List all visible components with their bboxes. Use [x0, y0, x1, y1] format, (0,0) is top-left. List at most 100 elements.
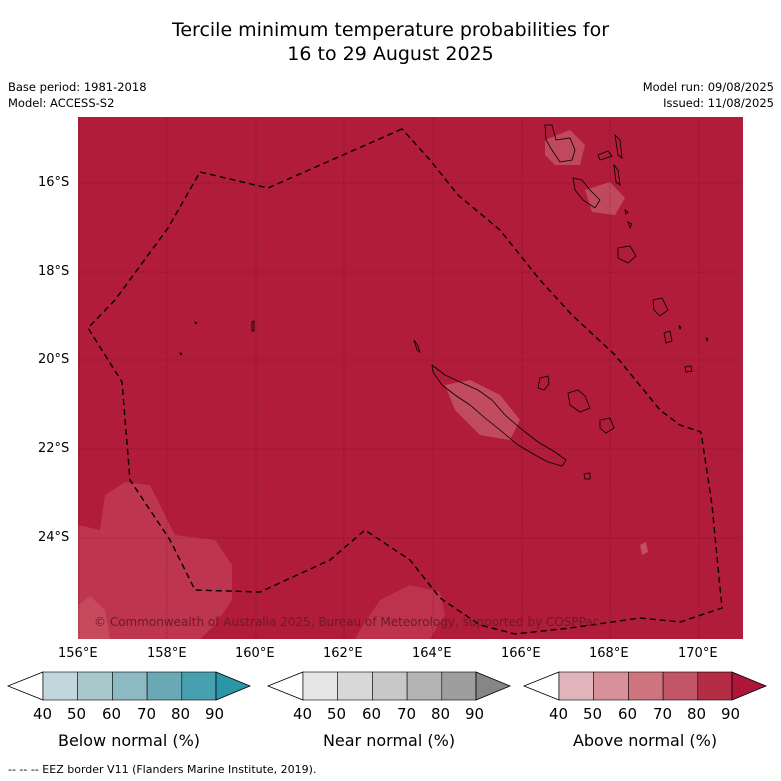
map-title: Tercile minimum temperature probabilitie…: [0, 18, 781, 66]
meta-left: Base period: 1981-2018 Model: ACCESS-S2: [8, 79, 147, 111]
probability-patch-vanuatu-mid: [585, 182, 625, 215]
colorbar-below-min-arrow: [6, 671, 44, 701]
probability-patch-vanuatu-north: [545, 130, 585, 165]
colorbar-below-segment-4: [146, 671, 183, 701]
colorbar-above: [522, 671, 768, 701]
colorbar-near-min-arrow: [266, 671, 304, 701]
colorbar-near-segment-5: [441, 671, 477, 701]
cbar-below-tick: 60: [102, 705, 122, 723]
gridlines: [78, 117, 743, 639]
cbar-near-tick: 40: [293, 705, 313, 723]
small-islet-1: [624, 209, 629, 215]
small-islet-4: [705, 337, 709, 343]
title-line-1: Tercile minimum temperature probabilitie…: [171, 19, 610, 41]
copyright-notice: © Commonwealth of Australia 2025, Bureau…: [94, 615, 599, 629]
mare-island: [599, 417, 615, 434]
small-reef-2: [179, 352, 183, 356]
colorbar-above-min-arrow: [522, 671, 560, 701]
lon-label-156e: 156°E: [58, 646, 98, 661]
small-islet-3: [678, 325, 682, 331]
colorbar-above-segment-4: [662, 671, 699, 701]
maewo-island: [614, 133, 623, 159]
colorbar-above-segment-3: [628, 671, 664, 701]
eez-legend-footer: -- -- -- EEZ border V11 (Flanders Marine…: [8, 763, 317, 776]
cbar-near-tick: 80: [431, 705, 451, 723]
map-frame: © Commonwealth of Australia 2025, Bureau…: [78, 117, 743, 639]
probability-patch-south-center: [355, 585, 445, 639]
isle-of-pines: [583, 472, 591, 480]
new-caledonia-island: [431, 364, 567, 467]
lat-label-24s: 24°S: [38, 530, 70, 545]
meta-right: Model run: 09/08/2025 Issued: 11/08/2025: [643, 79, 774, 111]
title-line-2: 16 to 29 August 2025: [287, 43, 494, 65]
colorbar-near-label: Near normal (%): [322, 731, 456, 750]
ouvea-island: [537, 375, 550, 391]
probability-patch-small: [640, 542, 648, 555]
erromango-island: [652, 297, 669, 317]
lat-label-18s: 18°S: [38, 264, 70, 279]
cbar-near-tick: 60: [362, 705, 382, 723]
colorbar-near: [266, 671, 512, 701]
lon-label-160e: 160°E: [235, 646, 275, 661]
colorbar-below-segment-5: [181, 671, 217, 701]
colorbar-near-segment-1: [302, 671, 339, 701]
lon-label-166e: 166°E: [501, 646, 541, 661]
cbar-below-tick: 50: [67, 705, 87, 723]
model-run: Model run: 09/08/2025: [642, 80, 774, 94]
lon-label-162e: 162°E: [323, 646, 363, 661]
cbar-above-tick: 80: [687, 705, 707, 723]
aneityum-island: [684, 365, 693, 373]
probability-patch-south: [78, 596, 110, 639]
colorbar-below: [6, 671, 252, 701]
colorbar-above-max-arrow: [731, 671, 768, 701]
cbar-above-tick: 90: [721, 705, 741, 723]
colorbar-below-segment-2: [77, 671, 113, 701]
cbar-below-tick: 80: [171, 705, 191, 723]
cbar-above-tick: 70: [653, 705, 673, 723]
model-name: Model: ACCESS-S2: [8, 96, 115, 110]
pentecost-island: [613, 163, 621, 186]
colorbar-above-segment-1: [558, 671, 595, 701]
colorbar-above-segment-2: [593, 671, 629, 701]
lat-label-16s: 16°S: [38, 175, 70, 190]
lon-label-170e: 170°E: [678, 646, 718, 661]
lon-label-168e: 168°E: [589, 646, 629, 661]
colorbar-below-max-arrow: [215, 671, 252, 701]
colorbar-below-segment-1: [42, 671, 79, 701]
cbar-below-tick: 40: [33, 705, 53, 723]
chesterfield-reef: [251, 320, 255, 332]
cbar-near-tick: 50: [327, 705, 347, 723]
probability-patch-new-caledonia: [445, 380, 520, 440]
lon-label-158e: 158°E: [147, 646, 187, 661]
lat-label-20s: 20°S: [38, 352, 70, 367]
small-islet-2: [627, 221, 633, 230]
base-period: Base period: 1981-2018: [8, 80, 147, 94]
tanna-island: [663, 330, 673, 344]
lon-label-164e: 164°E: [412, 646, 452, 661]
cbar-above-tick: 40: [549, 705, 569, 723]
ambae-island: [597, 150, 613, 161]
probability-patch-sw: [78, 482, 232, 639]
colorbar-near-segment-2: [337, 671, 373, 701]
colorbar-near-max-arrow: [475, 671, 512, 701]
colorbar-above-label: Above normal (%): [572, 731, 718, 750]
cbar-above-tick: 60: [618, 705, 638, 723]
espiritu-santo-island: [544, 124, 576, 163]
belep-islands: [413, 339, 421, 353]
colorbar-below-label: Below normal (%): [57, 731, 201, 750]
issued-date: Issued: 11/08/2025: [663, 96, 774, 110]
cbar-near-tick: 70: [397, 705, 417, 723]
lat-label-22s: 22°S: [38, 441, 70, 456]
small-reef-1: [194, 321, 198, 325]
cbar-below-tick: 90: [205, 705, 225, 723]
cbar-above-tick: 50: [583, 705, 603, 723]
efate-island: [617, 245, 637, 264]
colorbar-above-segment-5: [697, 671, 733, 701]
colorbar-near-segment-4: [406, 671, 443, 701]
colorbar-below-segment-3: [112, 671, 148, 701]
lifou-island: [567, 389, 591, 413]
cbar-below-tick: 70: [137, 705, 157, 723]
malekula-island: [572, 177, 601, 209]
cbar-near-tick: 90: [465, 705, 485, 723]
